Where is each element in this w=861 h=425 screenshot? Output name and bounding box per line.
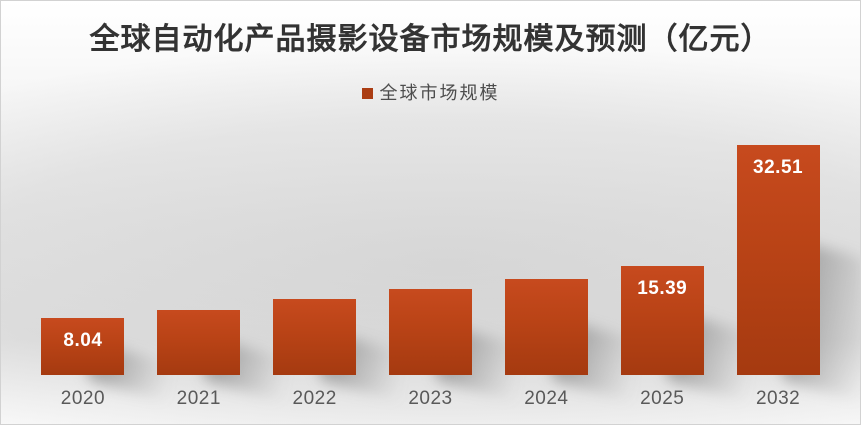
bar-plot: 8.04 15.39 32.51 <box>25 141 860 401</box>
chart-title: 全球自动化产品摄影设备市场规模及预测（亿元） <box>89 23 772 56</box>
bar-data-label: 32.51 <box>753 156 804 178</box>
bar-slot-2022 <box>257 141 403 401</box>
bar-slot-2020: 8.04 <box>25 141 171 401</box>
bar-slot-2023 <box>373 141 518 401</box>
x-tick-2032: 2032 <box>755 388 801 409</box>
bar-2020: 8.04 <box>41 318 171 401</box>
bar-2023 <box>389 288 518 401</box>
bar-fill: 32.51 <box>736 144 820 375</box>
x-tick-2020: 2020 <box>60 388 106 409</box>
bar-2022 <box>273 299 403 401</box>
bar-fill <box>504 278 588 375</box>
bar-fill <box>157 309 241 375</box>
bar-fill: 15.39 <box>620 266 704 375</box>
bar-slot-2032: 32.51 <box>720 141 860 401</box>
bar-2024 <box>504 278 634 401</box>
bar-2021 <box>157 309 287 401</box>
bar-2025: 15.39 <box>620 266 750 401</box>
bar-slot-2025: 15.39 <box>604 141 750 401</box>
bar-data-label: 8.04 <box>63 330 103 352</box>
x-tick-2024: 2024 <box>524 388 569 409</box>
x-tick-2025: 2025 <box>640 388 685 409</box>
bar-fill: 8.04 <box>41 318 125 375</box>
bar-slot-2024 <box>488 141 634 401</box>
bar-fill <box>389 288 472 375</box>
legend-swatch-icon <box>361 87 373 99</box>
bar-fill <box>273 299 357 375</box>
legend-label: 全球市场规模 <box>379 83 500 103</box>
bar-2032: 32.51 <box>736 144 860 401</box>
bar-data-label: 15.39 <box>637 278 688 299</box>
x-tick-2021: 2021 <box>176 388 221 409</box>
bar-slot-2021 <box>141 141 287 401</box>
x-tick-2022: 2022 <box>292 388 337 409</box>
x-axis: 2020 2021 2022 2023 2024 2025 2032 <box>25 388 836 414</box>
x-tick-2023: 2023 <box>408 388 453 409</box>
legend: 全球市场规模 <box>1 79 860 105</box>
